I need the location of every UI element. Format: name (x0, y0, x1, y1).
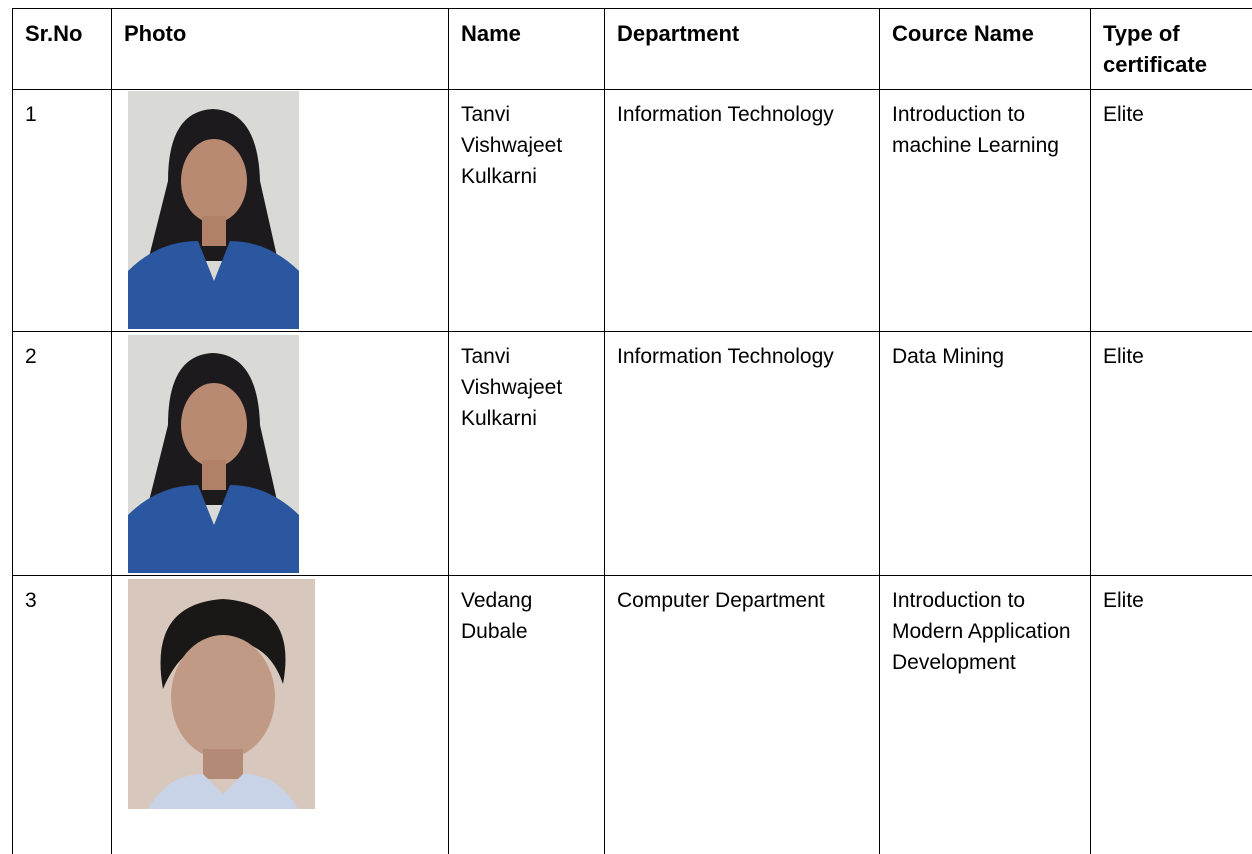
certificate-table: Sr.No Photo Name Department Cource Name … (12, 8, 1252, 854)
cell: Introduction to Modern Application Devel… (880, 576, 1091, 854)
header-cell: Sr.No (13, 9, 112, 90)
cell: Tanvi Vishwajeet Kulkarni (449, 90, 605, 332)
cell: 3 (13, 576, 112, 854)
cell: Elite (1091, 90, 1252, 332)
cell: 1 (13, 90, 112, 332)
row: 2 Tanvi Vishwajeet Kulkarni Information … (13, 332, 1252, 576)
cell: Computer Department (605, 576, 880, 854)
row: 1 Tanvi Vishwajeet Kulkarni Information … (13, 90, 1252, 332)
photo-cell (112, 576, 449, 854)
cell: Elite (1091, 332, 1252, 576)
header-cell: Department (605, 9, 880, 90)
header-cell: Type of certificate (1091, 9, 1252, 90)
photo (128, 335, 299, 573)
page: {"table": { "header": ["Sr.No", "Photo",… (0, 0, 1252, 803)
row: 3 Vedang Dubale Computer Department Intr… (13, 576, 1252, 854)
header-row: Sr.No Photo Name Department Cource Name … (13, 9, 1252, 90)
cell: 2 (13, 332, 112, 576)
cell: Introduction to machine Learning (880, 90, 1091, 332)
cell: Elite (1091, 576, 1252, 854)
header-cell: Name (449, 9, 605, 90)
cell: Information Technology (605, 332, 880, 576)
cell: Vedang Dubale (449, 576, 605, 854)
photo (128, 579, 315, 809)
header-cell: Photo (112, 9, 449, 90)
photo-cell (112, 90, 449, 332)
photo (128, 91, 299, 329)
cell: Data Mining (880, 332, 1091, 576)
photo-cell (112, 332, 449, 576)
header-cell: Cource Name (880, 9, 1091, 90)
cell: Tanvi Vishwajeet Kulkarni (449, 332, 605, 576)
cell: Information Technology (605, 90, 880, 332)
